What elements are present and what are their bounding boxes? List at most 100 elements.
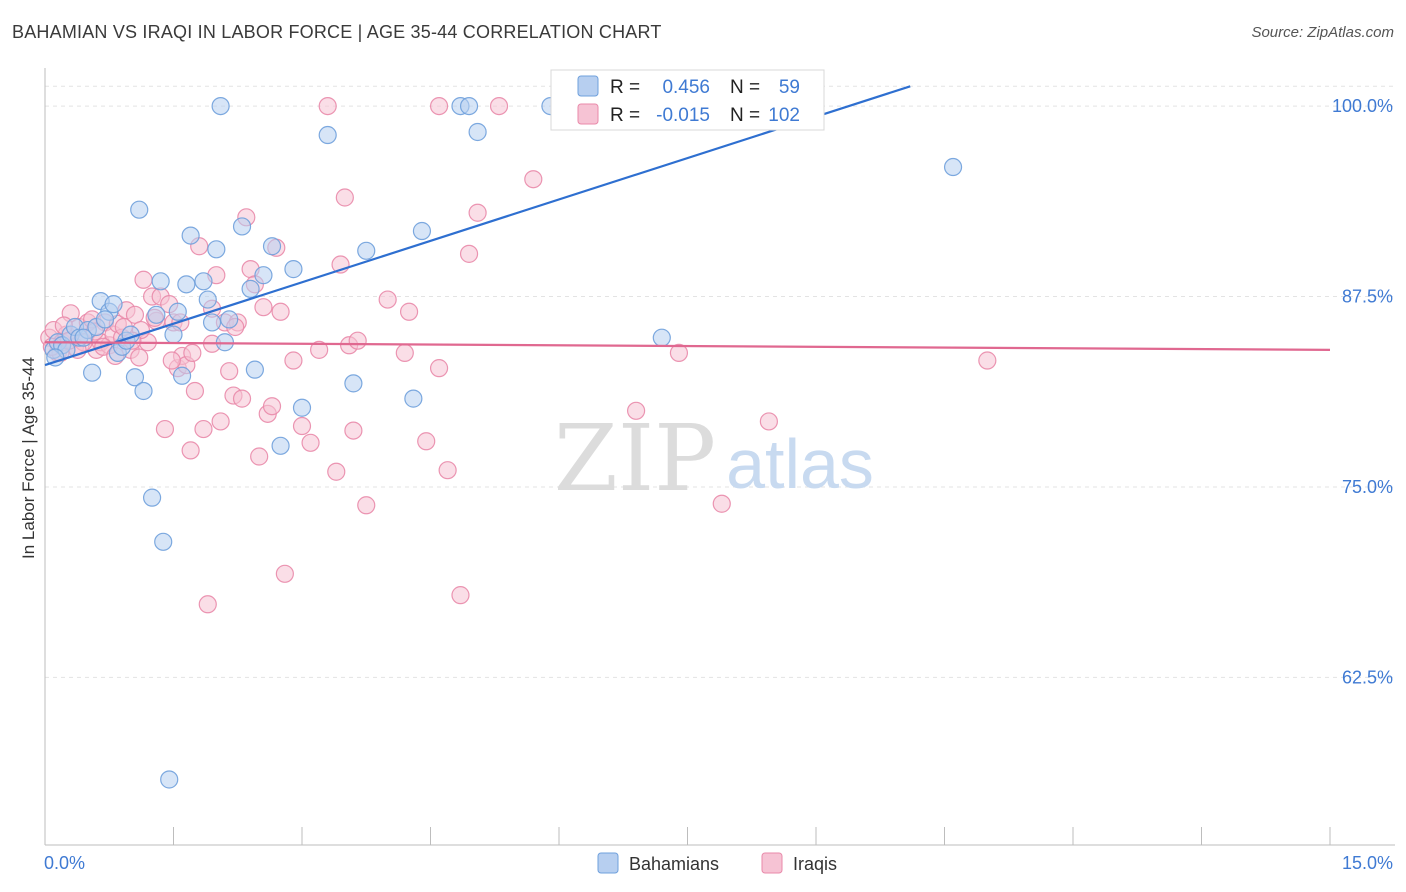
legend-iraqis-label: Iraqis (793, 854, 837, 874)
bahamian-point (404, 389, 423, 408)
bahamian-point (943, 157, 963, 177)
bahamian-point (357, 241, 376, 260)
iraqi-point (626, 401, 646, 420)
iraqi-point (162, 351, 181, 370)
iraqi-point (357, 496, 376, 515)
bahamians-r-value: 0.456 (662, 77, 710, 98)
bahamian-point (412, 221, 432, 241)
iraqi-point (429, 96, 449, 116)
bahamian-point (177, 275, 196, 294)
y-tick-label: 100.0% (1332, 96, 1393, 116)
bahamian-point (468, 122, 487, 142)
source-credit: Source: ZipAtlas.com (1251, 24, 1394, 41)
y-tick-label: 75.0% (1342, 477, 1393, 497)
bahamian-point (181, 226, 200, 245)
bahamians-r-label: R = (610, 77, 640, 98)
legend-bahamians-swatch (597, 852, 619, 874)
iraqi-point (438, 461, 457, 480)
bahamian-point (254, 266, 273, 285)
iraqi-point (301, 433, 320, 452)
iraqi-point (275, 564, 294, 583)
iraqi-point (250, 447, 269, 466)
iraqi-point (451, 586, 470, 605)
iraqi-point (310, 340, 329, 359)
bahamian-point (104, 295, 123, 314)
axes (44, 68, 1395, 846)
iraqi-point (198, 595, 217, 614)
iraqi-point (220, 362, 239, 381)
bahamians-swatch (577, 75, 599, 97)
bahamian-point (154, 532, 173, 551)
bahamian-point (241, 279, 260, 299)
iraqi-point (134, 270, 153, 289)
bahamian-point (151, 272, 170, 291)
bahamian-point (74, 328, 93, 347)
iraqis-n-value: 102 (768, 105, 800, 126)
bahamian-point (168, 302, 187, 321)
data-points (40, 96, 997, 789)
iraqi-point (429, 359, 449, 378)
bahamian-point (344, 374, 363, 393)
legend-bahamians-label: Bahamians (629, 854, 719, 874)
bahamian-point (262, 237, 282, 256)
y-tick-label: 87.5% (1342, 287, 1393, 307)
bahamian-point (220, 310, 239, 329)
x-tick-label: 0.0% (44, 853, 85, 873)
iraqi-point (378, 290, 397, 309)
bahamian-point (164, 325, 183, 344)
bahamian-point (459, 96, 479, 116)
grid-lines (45, 85, 1395, 678)
stats-legend: R = 0.456 N = 59 R = -0.015 N = 102 (550, 69, 825, 131)
iraqi-point (489, 96, 509, 116)
bahamian-point (198, 290, 217, 309)
iraqis-trend-line (44, 341, 1331, 351)
bahamian-point (202, 313, 222, 332)
iraqi-point (417, 432, 436, 451)
iraqi-point (318, 96, 337, 116)
tick-labels: 62.5% 75.0% 87.5% 100.0% 0.0% 15.0% (44, 96, 1393, 873)
bahamian-point (318, 125, 337, 145)
iraqi-point (759, 412, 778, 431)
bahamian-point (83, 363, 102, 382)
x-tick-label: 15.0% (1342, 853, 1393, 873)
bahamian-point (207, 240, 226, 259)
iraqi-point (978, 351, 997, 370)
y-tick-label: 62.5% (1342, 667, 1393, 687)
chart-title: BAHAMIAN VS IRAQI IN LABOR FORCE | AGE 3… (12, 22, 662, 42)
iraqis-r-value: -0.015 (656, 105, 710, 126)
iraqi-point (271, 302, 290, 321)
trend-lines (44, 85, 1331, 367)
bahamian-point (232, 217, 252, 236)
iraqi-point (211, 412, 230, 431)
iraqi-point (155, 419, 175, 439)
iraqi-point (130, 348, 149, 367)
watermark: ZIP atlas (554, 405, 874, 512)
watermark-atlas: atlas (726, 425, 874, 503)
bahamians-n-label: N = (730, 77, 760, 98)
iraqi-point (459, 244, 479, 263)
bahamian-point (292, 398, 312, 417)
bahamian-point (130, 200, 149, 219)
iraqi-point (335, 188, 354, 207)
iraqi-point (669, 343, 689, 362)
bahamians-trend-line (44, 85, 911, 367)
iraqi-point (344, 421, 363, 440)
iraqis-n-label: N = (730, 105, 760, 126)
bahamian-point (211, 96, 230, 116)
iraqi-point (284, 351, 303, 370)
bahamian-point (125, 368, 145, 387)
iraqi-point (232, 389, 252, 408)
iraqi-point (348, 331, 367, 350)
series-legend: Bahamians Iraqis (597, 852, 837, 874)
bahamian-point (172, 366, 192, 385)
iraqi-point (181, 441, 200, 460)
iraqi-point (292, 416, 312, 436)
bahamian-point (134, 381, 153, 401)
iraqis-swatch (577, 103, 599, 125)
iraqi-point (399, 302, 419, 321)
iraqi-point (524, 170, 543, 189)
legend-iraqis-swatch (761, 852, 783, 874)
bahamian-point (160, 770, 179, 789)
y-axis-label: In Labor Force | Age 35-44 (19, 357, 38, 559)
